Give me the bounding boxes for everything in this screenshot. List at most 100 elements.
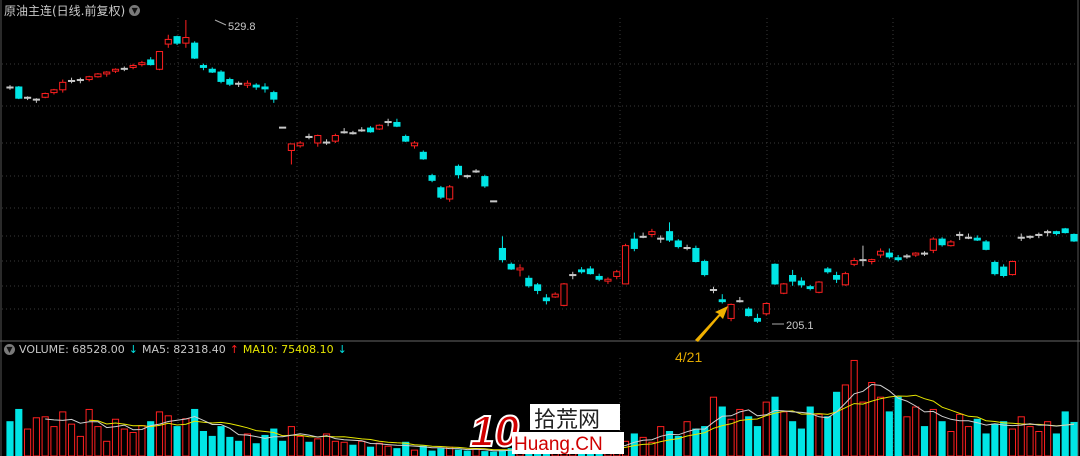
candle (76, 77, 84, 84)
candle-body (1000, 266, 1008, 277)
candle (657, 235, 665, 243)
candle-body (375, 124, 383, 130)
candle-body (32, 98, 40, 101)
candle-body (6, 86, 14, 89)
candle-body (111, 68, 120, 72)
volume-bar (938, 421, 946, 456)
candle (1008, 260, 1017, 276)
candle (569, 271, 577, 280)
volume-bar (912, 406, 920, 456)
candle (182, 20, 190, 48)
candle-body (885, 252, 893, 258)
volume-bar (736, 408, 744, 456)
candle-body (956, 233, 964, 236)
candle-body (929, 238, 937, 251)
candle (683, 244, 691, 251)
chevron-down-circle-icon[interactable]: ▼ (4, 344, 15, 355)
candle-body (226, 79, 234, 85)
candle-body (155, 51, 164, 70)
arrow-down-icon: ↓ (128, 343, 138, 356)
candle (103, 71, 111, 77)
volume-bar (947, 431, 955, 456)
candle-body (586, 268, 594, 275)
candle (402, 134, 410, 143)
candle (322, 139, 331, 145)
volume-bar (1070, 421, 1078, 456)
candle-body (604, 278, 612, 282)
candle-body (595, 275, 603, 280)
high-label: 529.8 (228, 21, 256, 33)
volume-bar (454, 449, 463, 456)
volume-bar (235, 440, 243, 456)
volume-bar (76, 435, 84, 456)
volume-bar (349, 444, 357, 456)
candle-body (753, 317, 762, 322)
candle (586, 266, 594, 275)
candle (164, 34, 172, 48)
candle-body (270, 92, 278, 100)
candle (1070, 233, 1078, 242)
candle-body (771, 263, 779, 285)
candle (199, 63, 208, 71)
candle (833, 271, 841, 283)
candle (709, 286, 718, 294)
candle-body (1070, 233, 1078, 242)
candle-body (806, 286, 814, 290)
volume-bar (120, 428, 128, 456)
candle (419, 150, 427, 160)
chevron-down-circle-icon[interactable]: ▼ (129, 5, 141, 16)
volume-bar (709, 396, 718, 456)
candle (24, 96, 32, 101)
candle (604, 277, 612, 284)
candle-body (639, 235, 647, 238)
volume-bar (762, 401, 770, 456)
volume-bar (6, 421, 14, 456)
volume-bar (402, 441, 410, 456)
svg-text:10: 10 (470, 407, 519, 456)
candle (525, 275, 533, 288)
volume-bar (419, 445, 427, 456)
candle-body (903, 255, 911, 258)
volume-bar (199, 431, 208, 456)
candle-body (569, 274, 577, 277)
candle (94, 73, 102, 78)
candle-body (296, 142, 304, 147)
candle-body (419, 151, 427, 160)
volume-bar (920, 426, 929, 456)
candle (894, 254, 902, 262)
candle (358, 127, 366, 132)
candle (850, 257, 858, 267)
candle (428, 173, 436, 183)
candle-body (797, 280, 805, 286)
volume-bar (85, 408, 93, 456)
candle-body (824, 268, 832, 273)
volume-bar (322, 433, 331, 456)
volume-bar (67, 423, 76, 456)
candle-body (261, 86, 269, 90)
candle (472, 169, 480, 173)
candle (6, 85, 14, 90)
candles (6, 20, 1078, 324)
candle-body (393, 121, 401, 127)
candle-body (938, 238, 946, 246)
candle (912, 252, 920, 257)
candle-body (76, 79, 84, 82)
candle-body (577, 269, 586, 273)
candle-body (841, 273, 849, 286)
candle-body (621, 245, 630, 285)
candle-body (947, 241, 955, 247)
volume-bar (692, 428, 700, 456)
volume-bar (41, 416, 49, 456)
candle-body (199, 65, 208, 68)
low-marker: 205.1 (772, 320, 814, 332)
candle-body (876, 250, 885, 256)
candle (947, 240, 955, 247)
volume-bar (217, 426, 225, 456)
candle (67, 77, 76, 84)
candle-body (665, 231, 674, 241)
svg-text:拾荒网: 拾荒网 (534, 408, 600, 433)
candle-body (507, 263, 515, 270)
candle-body (287, 143, 295, 151)
volume-bar (50, 426, 58, 456)
candle-body (129, 65, 137, 68)
